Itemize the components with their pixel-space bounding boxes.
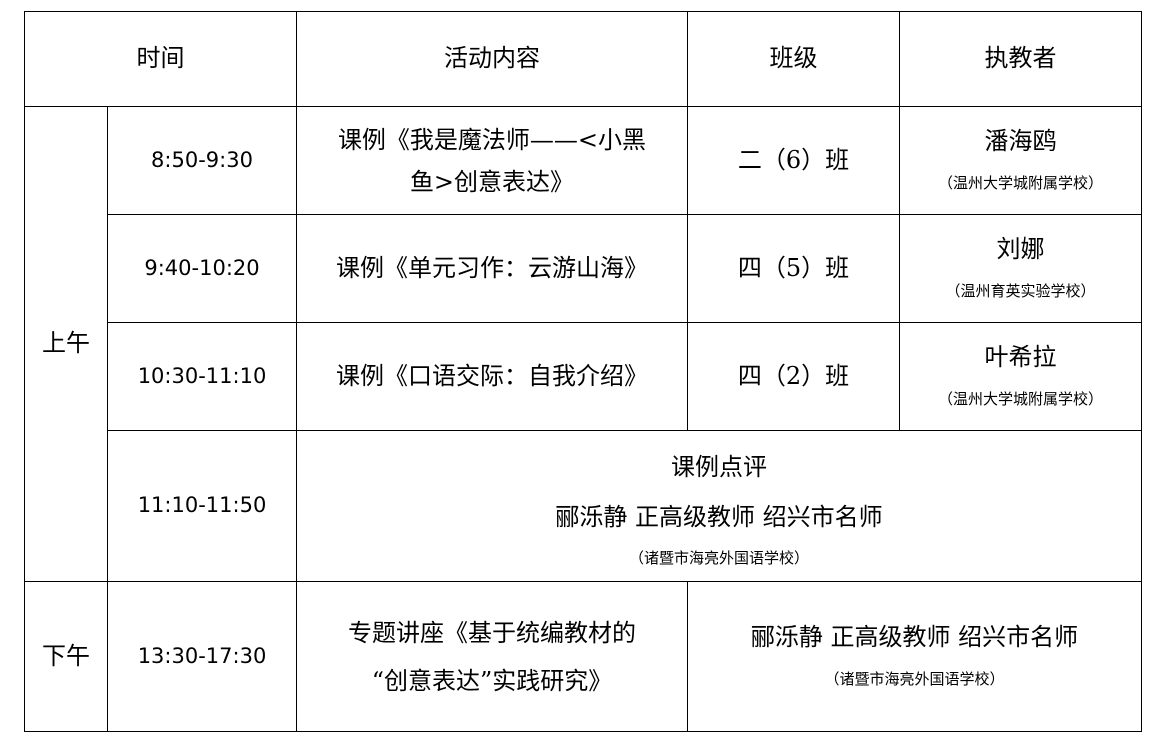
- header-time: 时间: [24, 11, 297, 107]
- session-morning: 上午: [24, 106, 108, 582]
- header-row: 时间 活动内容 班级 执教者: [24, 11, 1142, 107]
- time-cell: 11:10-11:50: [107, 430, 297, 582]
- class-cell: 四（5）班: [687, 214, 900, 323]
- time-cell: 9:40-10:20: [107, 214, 297, 323]
- teacher-cell: 潘海鸥 （温州大学城附属学校）: [899, 106, 1142, 215]
- content-line: “创意表达”实践研究》: [371, 666, 613, 695]
- teacher-name: 刘娜: [996, 234, 1045, 263]
- review-title: 课例点评: [671, 452, 767, 481]
- session-afternoon: 下午: [24, 581, 108, 732]
- teacher-cell: 叶希拉 （温州大学城附属学校）: [899, 322, 1142, 431]
- schedule-table: 时间 活动内容 班级 执教者 上午 8:50-9:30 课例《我是魔法师——<小…: [24, 11, 1142, 732]
- class-cell: 四（2）班: [687, 322, 900, 431]
- content-line: 鱼>创意表达》: [409, 167, 575, 196]
- review-row: 11:10-11:50 课例点评 郦泺静 正高级教师 绍兴市名师 （诸暨市海亮外…: [25, 430, 1142, 582]
- lecture-speaker: 郦泺静 正高级教师 绍兴市名师 （诸暨市海亮外国语学校）: [687, 581, 1142, 732]
- teacher-school: （温州大学城附属学校）: [937, 390, 1103, 409]
- speaker-name: 郦泺静 正高级教师 绍兴市名师: [750, 622, 1079, 651]
- content-cell: 课例《单元习作：云游山海》: [296, 214, 688, 323]
- table-row: 10:30-11:10 课例《口语交际：自我介绍》 四（2）班 叶希拉 （温州大…: [25, 322, 1142, 431]
- teacher-school: （温州育英实验学校）: [945, 282, 1096, 301]
- lecture-row: 下午 13:30-17:30 专题讲座《基于统编教材的 “创意表达”实践研究》 …: [24, 581, 1142, 732]
- table-row: 上午 8:50-9:30 课例《我是魔法师——<小黑 鱼>创意表达》 二（6）班…: [24, 106, 1142, 582]
- teacher-school: （温州大学城附属学校）: [937, 174, 1103, 193]
- time-cell: 8:50-9:30: [107, 106, 297, 215]
- teacher-cell: 刘娜 （温州育英实验学校）: [899, 214, 1142, 323]
- class-cell: 二（6）班: [687, 106, 900, 215]
- speaker-school: （诸暨市海亮外国语学校）: [824, 670, 1005, 689]
- header-content: 活动内容: [296, 11, 688, 107]
- content-line: 专题讲座《基于统编教材的: [348, 618, 636, 647]
- header-class: 班级: [687, 11, 900, 107]
- review-person: 郦泺静 正高级教师 绍兴市名师: [555, 503, 883, 531]
- table-row: 9:40-10:20 课例《单元习作：云游山海》 四（5）班 刘娜 （温州育英实…: [25, 214, 1142, 323]
- content-cell: 课例《我是魔法师——<小黑 鱼>创意表达》: [296, 106, 688, 215]
- content-cell: 课例《口语交际：自我介绍》: [296, 322, 688, 431]
- review-cell: 课例点评 郦泺静 正高级教师 绍兴市名师 （诸暨市海亮外国语学校）: [296, 430, 1142, 582]
- time-cell: 10:30-11:10: [107, 322, 297, 431]
- header-teacher: 执教者: [899, 11, 1142, 107]
- lecture-content: 专题讲座《基于统编教材的 “创意表达”实践研究》: [296, 581, 688, 732]
- time-cell: 13:30-17:30: [107, 581, 297, 732]
- review-school: （诸暨市海亮外国语学校）: [628, 549, 809, 568]
- teacher-name: 潘海鸥: [984, 126, 1057, 155]
- teacher-name: 叶希拉: [984, 342, 1057, 371]
- content-line: 课例《我是魔法师——<小黑: [337, 125, 647, 154]
